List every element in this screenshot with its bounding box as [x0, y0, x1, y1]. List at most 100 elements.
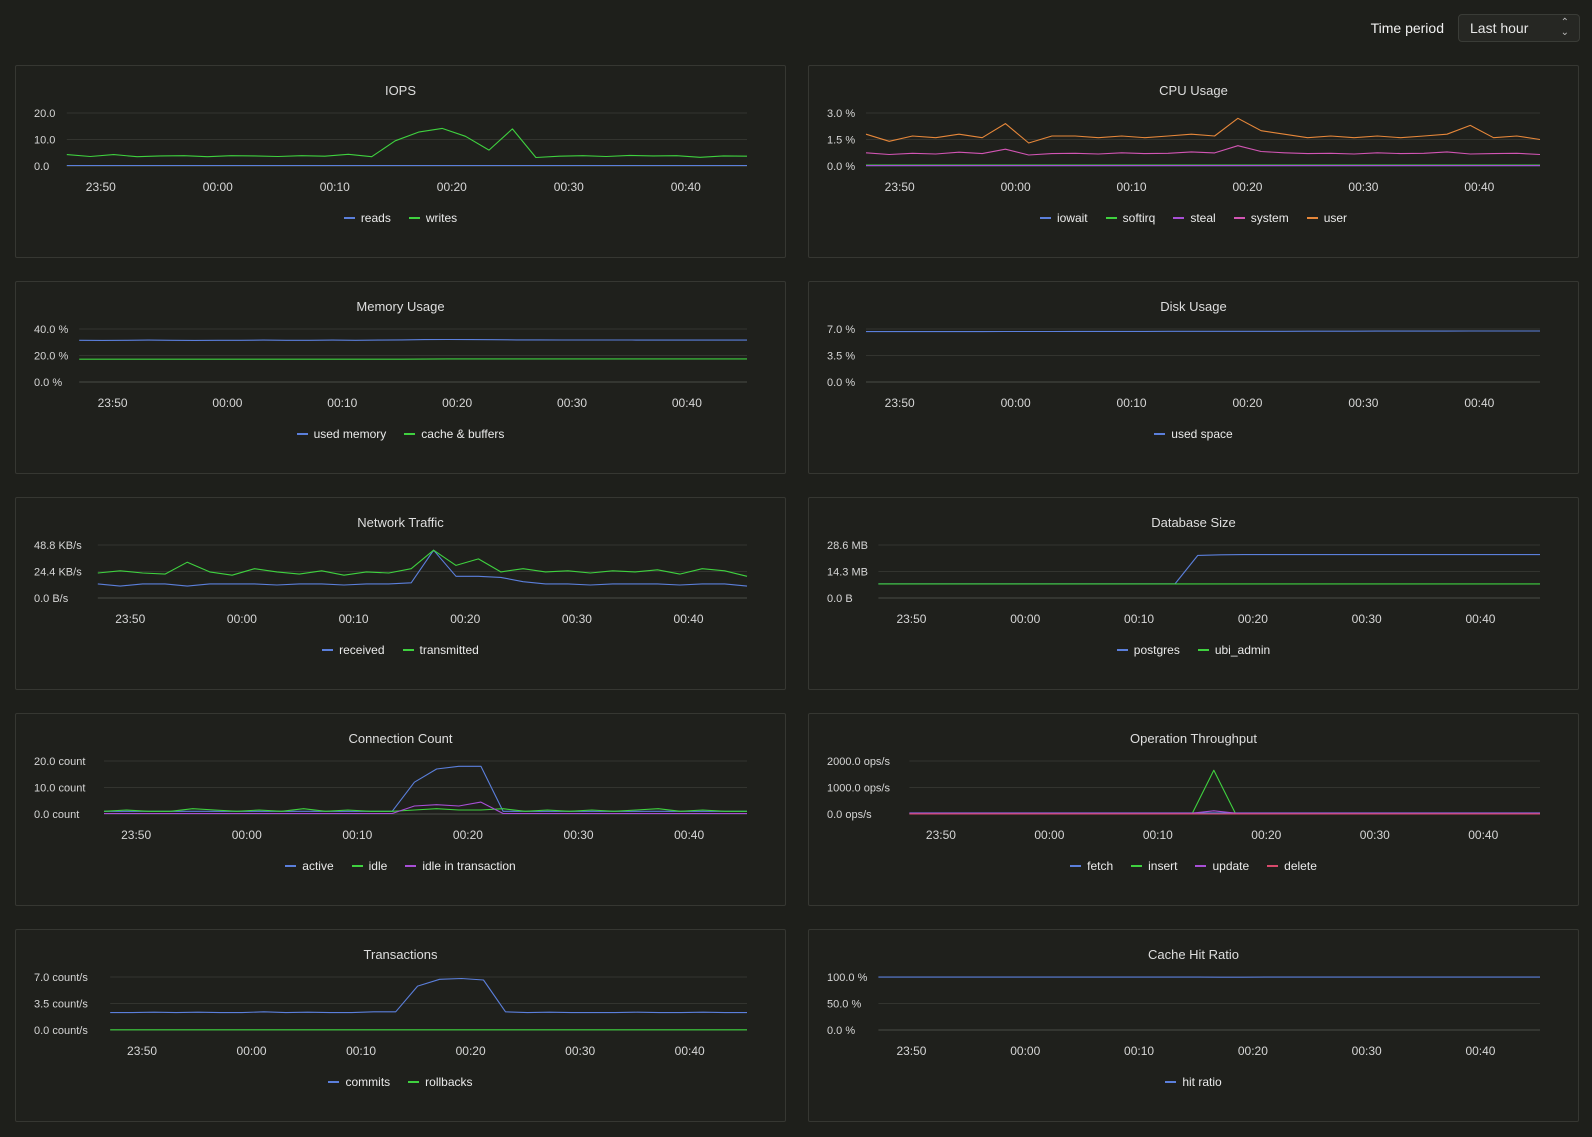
transactions-series-commits-line	[110, 977, 747, 1014]
legend-swatch	[285, 865, 297, 867]
connection-count-series-idle-line	[103, 808, 747, 812]
legend-item-idle-in-transaction[interactable]: idle in transaction	[405, 859, 516, 873]
legend-item-used-space[interactable]: used space	[1154, 427, 1233, 441]
disk-usage-legend: used space	[809, 427, 1578, 441]
connection-count-x-tick-label: 00:00	[232, 828, 262, 842]
connection-count-x-tick-label: 23:50	[121, 828, 151, 842]
legend-item-rollbacks[interactable]: rollbacks	[408, 1075, 473, 1089]
operation-throughput-chart: 2000.0 ops/s 1000.0 ops/s 0.0 ops/s 23:50 00…	[827, 756, 1540, 842]
legend-swatch	[408, 217, 420, 219]
legend-item-reads[interactable]: reads	[343, 211, 391, 225]
memory-usage-title: Memory Usage	[356, 299, 445, 314]
memory-usage-x-tick-label: 00:00	[212, 396, 242, 410]
operation-throughput-x-tick-label: 00:00	[1034, 828, 1064, 842]
legend-item-transmitted[interactable]: transmitted	[402, 643, 479, 657]
connection-count-panel: Connection Count 20.0 count 10.0 count 0.0 …	[15, 713, 786, 906]
cpu-usage-chart: 3.0 % 1.5 % 0.0 % 23:50 00:00 00:10 00:20 00:30…	[827, 108, 1541, 194]
database-size-y-tick-label: 0.0 B	[827, 593, 853, 605]
disk-usage-y-tick-label: 3.5 %	[827, 351, 855, 363]
legend-label: commits	[345, 1075, 391, 1089]
network-traffic-title: Network Traffic	[357, 515, 444, 530]
cache-hit-ratio-x-tick-label: 00:30	[1352, 1044, 1382, 1058]
legend-item-idle[interactable]: idle	[351, 859, 387, 873]
network-traffic-series-received-line	[97, 549, 748, 587]
legend-swatch	[1039, 217, 1051, 219]
cpu-usage-series-user-line	[865, 117, 1541, 144]
legend-item-hit-ratio[interactable]: hit ratio	[1165, 1075, 1222, 1089]
disk-usage-x-tick-label: 00:40	[1464, 396, 1494, 410]
cache-hit-ratio-x-tick-label: 23:50	[896, 1044, 926, 1058]
iops-chart: 20.0 10.0 0.0 23:50 00:00 00:10 00:20 00:30 00:4…	[34, 108, 748, 194]
legend-item-active[interactable]: active	[285, 859, 334, 873]
memory-usage-y-tick-label: 40.0 %	[34, 324, 68, 336]
database-size-series-postgres-line	[878, 554, 1540, 585]
legend-item-delete[interactable]: delete	[1267, 859, 1317, 873]
network-traffic-y-tick-label: 0.0 B/s	[34, 593, 69, 605]
iops-x-tick-label: 00:20	[437, 180, 467, 194]
memory-usage-x-tick-label: 00:20	[442, 396, 472, 410]
cpu-usage-series-system-line	[865, 145, 1541, 156]
operation-throughput-x-tick-label: 00:40	[1468, 828, 1498, 842]
legend-swatch	[1116, 649, 1128, 651]
database-size-panel: Database Size 28.6 MB 14.3 MB 0.0 B 23:50 00:…	[808, 497, 1579, 690]
memory-usage-x-tick-label: 00:30	[557, 396, 587, 410]
legend-label: active	[302, 859, 334, 873]
cache-hit-ratio-panel: Cache Hit Ratio 100.0 % 50.0 % 0.0 % 23:50 00…	[808, 929, 1579, 1122]
database-size-x-tick-label: 00:10	[1124, 612, 1154, 626]
transactions-x-tick-label: 00:40	[675, 1044, 705, 1058]
legend-item-used-memory[interactable]: used memory	[296, 427, 386, 441]
cpu-usage-x-tick-label: 00:20	[1232, 180, 1262, 194]
network-traffic-x-tick-label: 23:50	[115, 612, 145, 626]
memory-usage-x-tick-label: 23:50	[98, 396, 128, 410]
connection-count-series-active-line	[104, 765, 747, 812]
transactions-x-tick-label: 00:10	[346, 1044, 376, 1058]
legend-item-ubi-admin[interactable]: ubi_admin	[1197, 643, 1270, 657]
disk-usage-x-tick-label: 23:50	[885, 396, 915, 410]
legend-swatch	[322, 649, 334, 651]
legend-label: delete	[1284, 859, 1317, 873]
connection-count-series-idle-in-transaction-line	[104, 801, 747, 815]
transactions-chart: 7.0 count/s 3.5 count/s 0.0 count/s 23:50 00…	[34, 972, 747, 1058]
legend-label: update	[1212, 859, 1250, 873]
database-size-x-tick-label: 23:50	[896, 612, 926, 626]
connection-count-title: Connection Count	[348, 731, 453, 746]
cpu-usage-x-tick-label: 00:40	[1464, 180, 1494, 194]
legend-item-system[interactable]: system	[1233, 211, 1289, 225]
legend-item-fetch[interactable]: fetch	[1070, 859, 1113, 873]
legend-swatch	[328, 1081, 340, 1083]
legend-item-steal[interactable]: steal	[1173, 211, 1216, 225]
cache-hit-ratio-legend: hit ratio	[809, 1075, 1578, 1089]
time-period-label: Time period	[1370, 20, 1444, 36]
legend-item-received[interactable]: received	[322, 643, 385, 657]
network-traffic-chart: 48.8 KB/s 24.4 KB/s 0.0 B/s 23:50 00:00 00:10…	[34, 540, 748, 626]
legend-item-user[interactable]: user	[1306, 211, 1347, 225]
legend-swatch	[1165, 1081, 1177, 1083]
legend-item-iowait[interactable]: iowait	[1039, 211, 1088, 225]
legend-label: used space	[1171, 427, 1233, 441]
database-size-x-tick-label: 00:40	[1465, 612, 1495, 626]
disk-usage-series-used-space-line	[866, 330, 1540, 333]
disk-usage-x-tick-label: 00:30	[1348, 396, 1378, 410]
legend-item-update[interactable]: update	[1195, 859, 1249, 873]
transactions-panel: Transactions 7.0 count/s 3.5 count/s 0.0 co…	[15, 929, 786, 1122]
cpu-usage-y-tick-label: 3.0 %	[827, 108, 855, 120]
legend-item-writes[interactable]: writes	[408, 211, 457, 225]
legend-swatch	[1233, 217, 1245, 219]
legend-swatch	[1131, 865, 1143, 867]
cache-hit-ratio-y-tick-label: 100.0 %	[827, 972, 868, 984]
legend-item-cache-buffers[interactable]: cache & buffers	[404, 427, 504, 441]
legend-swatch	[1197, 649, 1209, 651]
network-traffic-y-tick-label: 48.8 KB/s	[34, 540, 82, 552]
time-period-select[interactable]: Last hour ⌃ ⌄	[1458, 14, 1580, 42]
memory-usage-y-tick-label: 20.0 %	[34, 351, 68, 363]
legend-item-commits[interactable]: commits	[328, 1075, 390, 1089]
disk-usage-panel: Disk Usage 7.0 % 3.5 % 0.0 % 23:50 00:00 00:10…	[808, 281, 1579, 474]
legend-item-softirq[interactable]: softirq	[1105, 211, 1155, 225]
operation-throughput-y-tick-label: 1000.0 ops/s	[827, 783, 890, 795]
cpu-usage-y-tick-label: 0.0 %	[827, 161, 855, 173]
legend-item-insert[interactable]: insert	[1131, 859, 1177, 873]
memory-usage-legend: used memory cache & buffers	[16, 427, 785, 441]
legend-item-postgres[interactable]: postgres	[1116, 643, 1180, 657]
disk-usage-x-tick-label: 00:20	[1232, 396, 1262, 410]
transactions-y-tick-label: 0.0 count/s	[34, 1025, 88, 1037]
